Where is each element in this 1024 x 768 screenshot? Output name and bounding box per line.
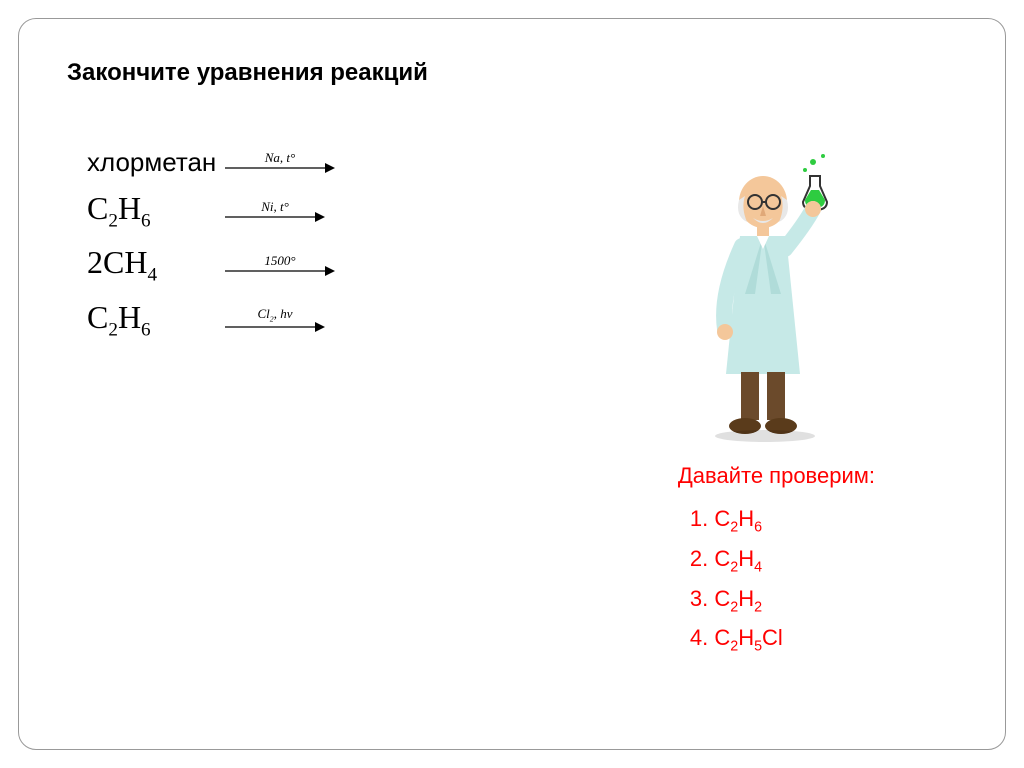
- slide-title: Закончите уравнения реакций: [67, 59, 957, 87]
- answer-item: C2H5Cl: [684, 619, 875, 659]
- scientist-illustration: [685, 154, 855, 444]
- equation-left: C2H6: [87, 190, 217, 232]
- equation-left: хлорметан: [87, 147, 217, 178]
- answer-item: C2H2: [684, 580, 875, 620]
- answer-item: C2H4: [684, 540, 875, 580]
- reaction-arrow: Cl2, hν: [225, 307, 325, 333]
- equation-left: C2H6: [87, 299, 217, 341]
- reaction-arrow: Ni, t°: [225, 200, 325, 223]
- slide-card: Закончите уравнения реакций хлорметан Na,…: [18, 18, 1006, 750]
- answers-prompt: Давайте проверим:: [678, 457, 875, 494]
- reaction-arrow: Na, t°: [225, 151, 335, 174]
- reaction-arrow: 1500°: [225, 254, 335, 277]
- answers-list: C2H6C2H4C2H2C2H5Cl: [684, 500, 875, 659]
- answers-block: Давайте проверим: C2H6C2H4C2H2C2H5Cl: [678, 457, 875, 659]
- answer-item: C2H6: [684, 500, 875, 540]
- equation-left: 2CH4: [87, 244, 217, 286]
